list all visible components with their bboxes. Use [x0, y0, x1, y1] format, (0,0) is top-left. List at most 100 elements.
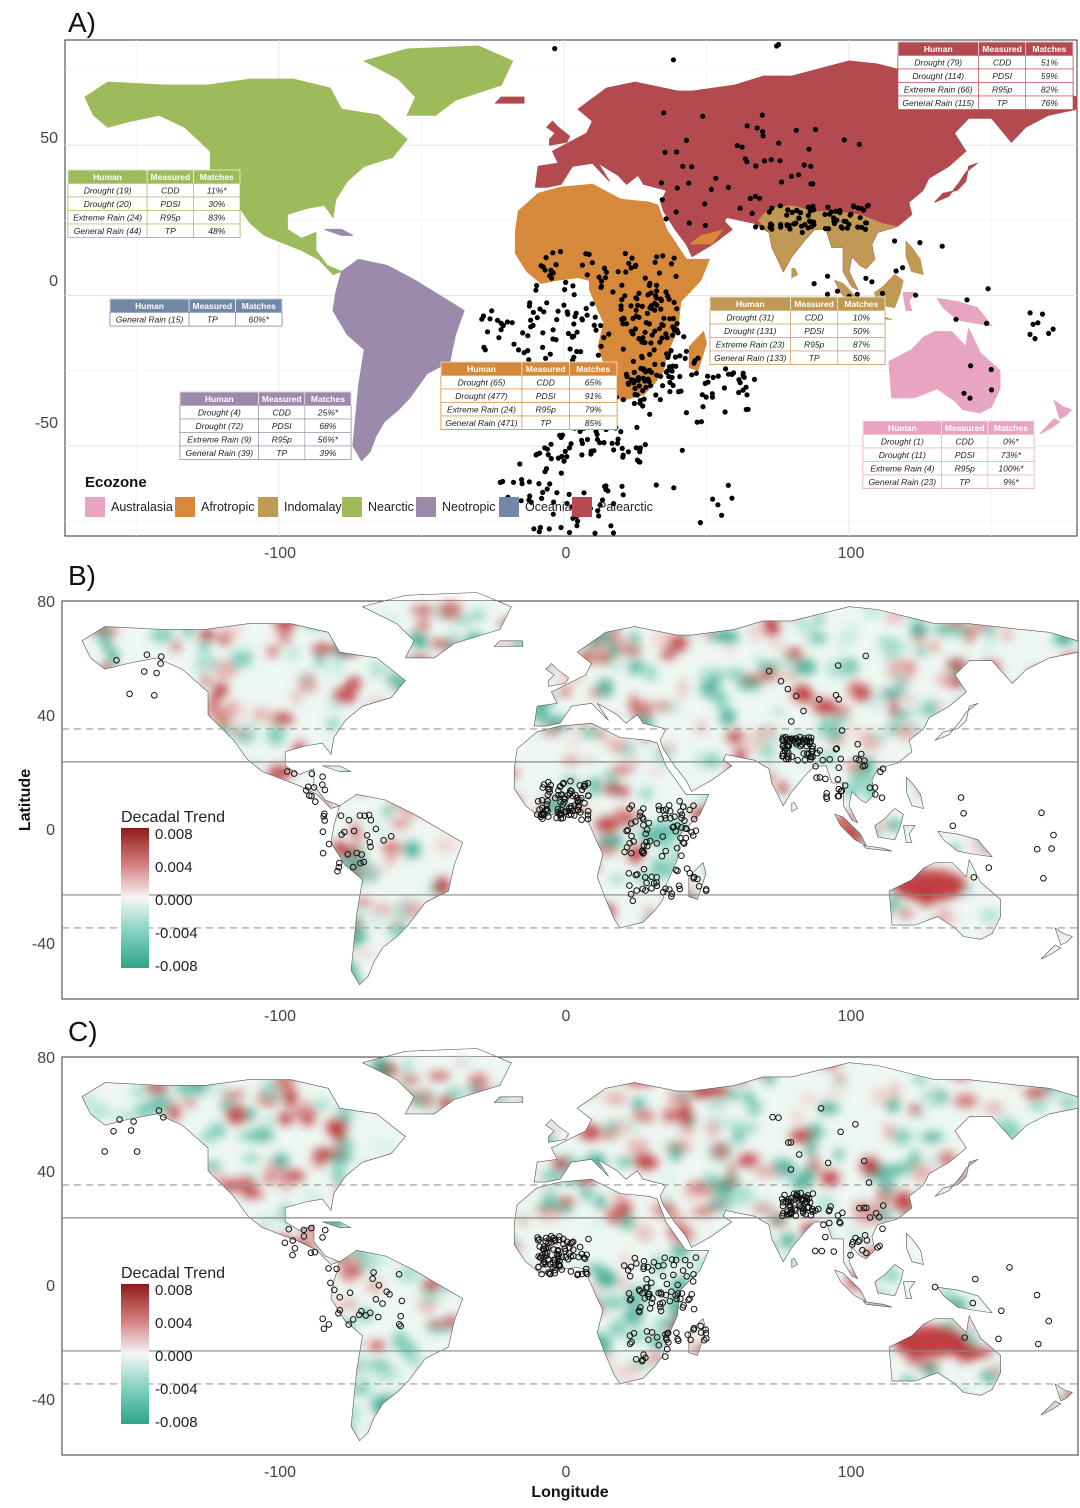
- site-point: [722, 385, 727, 390]
- site-point: [544, 466, 549, 471]
- panel-a-xtick: 0: [562, 545, 571, 562]
- table-header-text: Measured: [262, 394, 302, 404]
- site-point: [610, 441, 615, 446]
- site-point: [654, 295, 659, 300]
- trend-cell: [600, 655, 608, 663]
- site-point: [548, 442, 553, 447]
- table-cell-text: Extreme Rain (4): [870, 464, 934, 474]
- trend-cell: [669, 1143, 681, 1162]
- trend-cell: [251, 708, 272, 722]
- trend-cell: [640, 788, 652, 800]
- trend-cell: [282, 1089, 298, 1107]
- site-point: [738, 380, 743, 385]
- trend-cell: [584, 756, 593, 763]
- site-point: [561, 303, 566, 308]
- table-header-text: Matches: [242, 301, 276, 311]
- trend-cell: [790, 1175, 813, 1189]
- site-point: [554, 317, 559, 322]
- site-point: [620, 446, 625, 451]
- site-point: [516, 347, 521, 352]
- trend-cell: [854, 1213, 880, 1225]
- site-point: [729, 496, 734, 501]
- trend-cell: [752, 1204, 774, 1212]
- trend-cell: [608, 834, 623, 848]
- site-point: [634, 445, 639, 450]
- site-point: [636, 378, 641, 383]
- trend-cell: [708, 1100, 726, 1111]
- site-point: [716, 374, 721, 379]
- site-point: [531, 310, 536, 315]
- site-point: [611, 530, 616, 535]
- table-cell-text: CDD: [273, 408, 291, 418]
- site-point: [753, 224, 758, 229]
- trend-cell: [703, 754, 721, 768]
- site-point: [575, 330, 580, 335]
- trend-cell: [985, 638, 995, 654]
- site-point: [699, 419, 704, 424]
- site-point: [649, 290, 654, 295]
- site-point: [635, 458, 640, 463]
- table-cell-text: TP: [207, 315, 218, 325]
- site-point: [621, 397, 626, 402]
- table-cell-text: Drought (477): [455, 391, 508, 401]
- x-axis-title: Longitude: [531, 1484, 608, 1501]
- site-point: [799, 224, 804, 229]
- site-point: [989, 367, 994, 372]
- site-point: [689, 164, 694, 169]
- site-point: [522, 350, 527, 355]
- site-point: [643, 369, 648, 374]
- site-point: [635, 303, 640, 308]
- site-point: [695, 356, 700, 361]
- site-point: [619, 297, 624, 302]
- table-cell-text: Extreme Rain (23): [716, 340, 785, 350]
- legend-label: Oceania: [525, 500, 572, 514]
- site-point: [533, 288, 538, 293]
- table-header-text: Measured: [150, 172, 190, 182]
- trend-cell: [345, 1300, 355, 1309]
- trend-cell: [312, 644, 335, 655]
- colorbar-label: 0.008: [155, 826, 193, 843]
- site-point: [784, 213, 789, 218]
- trend-cell: [860, 1157, 879, 1176]
- site-point: [812, 281, 817, 286]
- table-cell-text: 83%: [208, 213, 225, 223]
- trend-cell: [621, 1222, 637, 1230]
- trend-cell: [326, 718, 339, 729]
- site-point: [590, 301, 595, 306]
- legend-label: Indomalay: [284, 500, 342, 514]
- site-point: [672, 256, 677, 261]
- site-point: [654, 482, 659, 487]
- site-point: [660, 197, 665, 202]
- site-point: [671, 485, 676, 490]
- site-point: [556, 456, 561, 461]
- site-point: [837, 210, 842, 215]
- site-point: [563, 449, 568, 454]
- trend-cell: [634, 1153, 655, 1163]
- table-header-text: Matches: [844, 299, 878, 309]
- trend-cell: [153, 1096, 173, 1102]
- site-point: [778, 225, 783, 230]
- site-point: [684, 349, 689, 354]
- site-point: [568, 346, 573, 351]
- legend-swatch: [499, 497, 519, 517]
- trend-cell: [893, 714, 906, 721]
- trend-cell: [266, 646, 279, 657]
- site-point: [845, 226, 850, 231]
- ecozone-iceland: [496, 97, 525, 103]
- site-point: [674, 149, 679, 154]
- table-header-text: Human: [93, 172, 122, 182]
- site-point: [619, 484, 624, 489]
- site-point: [700, 114, 705, 119]
- trend-cell: [588, 778, 602, 795]
- site-point: [735, 143, 740, 148]
- site-point: [829, 209, 834, 214]
- site-point: [669, 348, 674, 353]
- panel-c-ytick: 0: [46, 1278, 55, 1295]
- trend-cell: [630, 631, 639, 647]
- table-cell-text: TP: [165, 226, 176, 236]
- table-cell-text: 79%: [585, 405, 602, 415]
- trend-cell: [918, 1092, 940, 1101]
- site-point: [694, 371, 699, 376]
- site-point: [940, 244, 945, 249]
